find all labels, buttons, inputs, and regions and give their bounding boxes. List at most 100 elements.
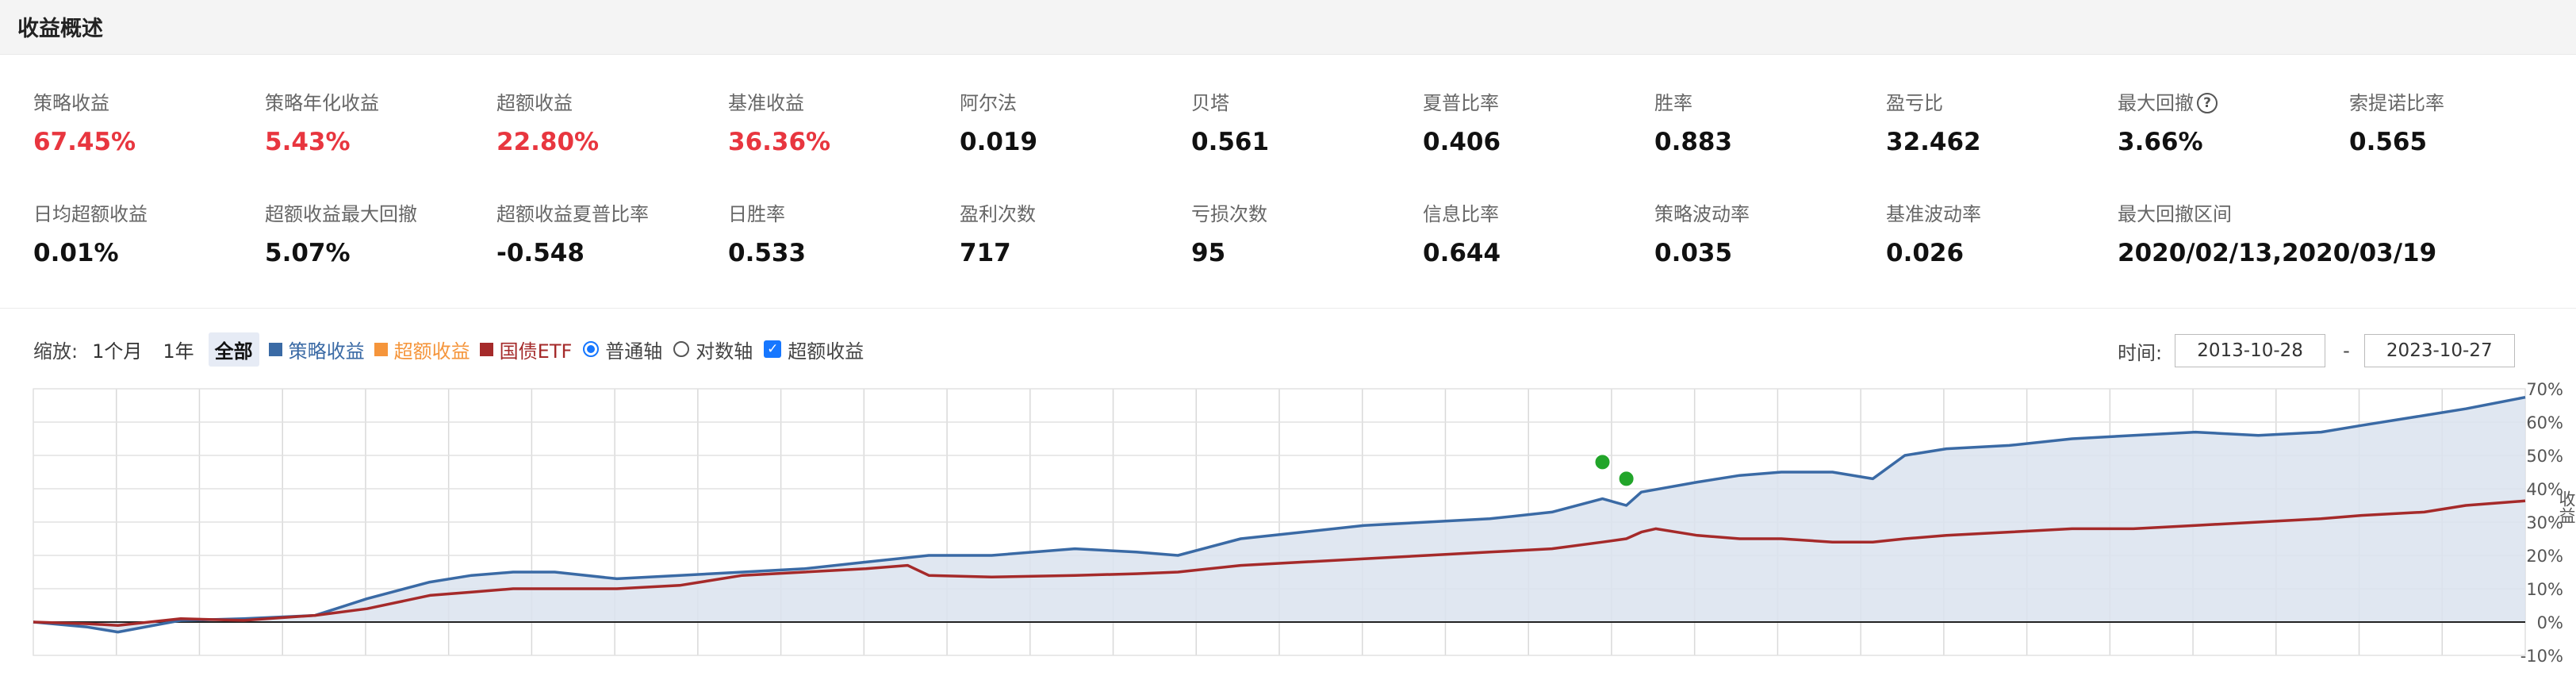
metric-value: 0.533 xyxy=(728,239,807,267)
metric-label: 超额收益 xyxy=(496,87,719,115)
help-icon[interactable]: ? xyxy=(2197,93,2218,113)
metric-1-10: 索提诺比率 0.565 xyxy=(2349,87,2571,156)
metric-1-2: 超额收益 22.80% xyxy=(496,87,719,156)
excess-return-checkbox-label: 超额收益 xyxy=(788,340,864,363)
radio-unchecked-icon xyxy=(673,341,690,357)
log-axis-label: 对数轴 xyxy=(696,340,753,363)
metric-value: 32.462 xyxy=(1886,128,1981,156)
metric-value: 22.80% xyxy=(496,128,600,156)
metric-label: 策略年化收益 xyxy=(265,87,487,115)
metric-value: 67.45% xyxy=(33,128,136,156)
start-date-input[interactable] xyxy=(2175,334,2326,367)
legend-swatch-excess xyxy=(374,342,388,356)
metric-2-8: 基准波动率 0.026 xyxy=(1886,198,2108,267)
y-tick-label: 30% xyxy=(2526,513,2563,532)
metric-label: 胜率 xyxy=(1654,87,1876,115)
metric-label: 信息比率 xyxy=(1423,198,1645,226)
metric-label: 盈亏比 xyxy=(1886,87,2108,115)
metric-1-4: 阿尔法 0.019 xyxy=(960,87,1182,156)
metric-value: 0.035 xyxy=(1654,239,1733,267)
treasury-etf-line xyxy=(33,499,2526,627)
metric-value: 0.019 xyxy=(960,128,1038,156)
checkbox-checked-icon: ✓ xyxy=(764,340,782,358)
metric-label-text: 超额收益夏普比率 xyxy=(496,203,649,225)
metric-2-2: 超额收益夏普比率 -0.548 xyxy=(496,198,719,267)
metric-label-text: 基准收益 xyxy=(728,92,804,114)
metric-value: 3.66% xyxy=(2118,128,2203,156)
metric-1-5: 贝塔 0.561 xyxy=(1191,87,1413,156)
date-separator: - xyxy=(2343,340,2350,362)
metric-label-text: 夏普比率 xyxy=(1423,92,1499,114)
log-axis-radio[interactable]: 对数轴 xyxy=(673,336,753,363)
metric-label: 夏普比率 xyxy=(1423,87,1645,115)
metric-1-3: 基准收益 36.36% xyxy=(728,87,950,156)
metric-label-text: 胜率 xyxy=(1654,92,1692,114)
zoom-1-month-button[interactable]: 1个月 xyxy=(92,340,143,363)
metric-label: 超额收益夏普比率 xyxy=(496,198,719,226)
metric-value: 95 xyxy=(1191,239,1226,267)
zoom-1-year-button[interactable]: 1年 xyxy=(163,340,194,363)
metric-value: 0.883 xyxy=(1654,128,1733,156)
legend-treasury-etf[interactable]: 国债ETF xyxy=(479,336,573,363)
legend-label-excess: 超额收益 xyxy=(393,340,470,363)
section-divider xyxy=(0,308,2576,309)
metric-label: 索提诺比率 xyxy=(2349,87,2571,115)
metric-label-text: 阿尔法 xyxy=(960,92,1017,114)
legend-label-strategy: 策略收益 xyxy=(288,340,365,363)
chart-toolbar: 缩放: 1个月 1年 全部 策略收益 超额收益 国债ETF 普通轴 对数轴 ✓ … xyxy=(33,332,864,367)
metric-value: 717 xyxy=(960,239,1011,267)
metric-label-text: 最大回撤 xyxy=(2118,92,2194,114)
metric-2-0: 日均超额收益 0.01% xyxy=(33,198,255,267)
normal-axis-radio[interactable]: 普通轴 xyxy=(583,336,662,363)
normal-axis-label: 普通轴 xyxy=(605,340,663,363)
metric-2-5: 亏损次数 95 xyxy=(1191,198,1413,267)
metric-1-1: 策略年化收益 5.43% xyxy=(265,87,487,156)
metric-value: 5.07% xyxy=(265,239,351,267)
y-tick-label: 40% xyxy=(2526,480,2563,499)
metric-2-9: 最大回撤区间 2020/02/13,2020/03/19 xyxy=(2118,198,2437,267)
metric-label: 亏损次数 xyxy=(1191,198,1413,226)
metric-label: 策略波动率 xyxy=(1654,198,1876,226)
metric-label-text: 信息比率 xyxy=(1423,203,1499,225)
metric-2-7: 策略波动率 0.035 xyxy=(1654,198,1876,267)
returns-chart[interactable]: 70% 60% 50% 40% 30% 20% 10% 0% -10% 收益 xyxy=(0,381,2576,676)
metric-label: 日胜率 xyxy=(728,198,950,226)
end-date-input[interactable] xyxy=(2363,334,2515,367)
metric-2-3: 日胜率 0.533 xyxy=(728,198,950,267)
y-tick-label: 60% xyxy=(2526,413,2563,432)
metric-value: 2020/02/13,2020/03/19 xyxy=(2118,239,2437,267)
metric-value: 0.026 xyxy=(1886,239,1965,267)
metric-label: 盈利次数 xyxy=(960,198,1182,226)
zoom-label: 缩放: xyxy=(33,340,79,363)
metric-value: 0.406 xyxy=(1423,128,1501,156)
y-axis-label: 收益 xyxy=(2557,490,2576,524)
metric-label-text: 策略年化收益 xyxy=(265,92,379,114)
metric-1-0: 策略收益 67.45% xyxy=(33,87,255,156)
legend-excess-return[interactable]: 超额收益 xyxy=(374,336,470,363)
time-label: 时间: xyxy=(2118,341,2163,364)
metric-label: 日均超额收益 xyxy=(33,198,255,226)
metric-label-text: 最大回撤区间 xyxy=(2118,203,2232,225)
metric-label: 策略收益 xyxy=(33,87,255,115)
excess-return-checkbox[interactable]: ✓ 超额收益 xyxy=(764,336,864,363)
y-tick-label: 50% xyxy=(2526,447,2563,466)
metric-label: 阿尔法 xyxy=(960,87,1182,115)
metric-label-text: 日胜率 xyxy=(728,203,785,225)
max-drawdown-marker xyxy=(1593,453,1612,471)
radio-checked-icon xyxy=(583,341,600,357)
metric-label-text: 策略波动率 xyxy=(1654,203,1750,225)
metric-label-text: 亏损次数 xyxy=(1191,203,1267,225)
metric-value: -0.548 xyxy=(496,239,585,267)
metric-value: 0.565 xyxy=(2349,128,2428,156)
metric-value: 0.01% xyxy=(33,239,119,267)
legend-strategy-return[interactable]: 策略收益 xyxy=(268,336,365,363)
metric-value: 5.43% xyxy=(265,128,351,156)
metric-2-1: 超额收益最大回撤 5.07% xyxy=(265,198,487,267)
zoom-all-button[interactable]: 全部 xyxy=(208,332,259,367)
legend-label-treasury: 国债ETF xyxy=(499,340,573,363)
metric-label-text: 索提诺比率 xyxy=(2349,92,2444,114)
overview-title: 收益概述 xyxy=(17,17,103,41)
metric-value: 0.561 xyxy=(1191,128,1270,156)
metric-label: 贝塔 xyxy=(1191,87,1413,115)
metric-1-6: 夏普比率 0.406 xyxy=(1423,87,1645,156)
